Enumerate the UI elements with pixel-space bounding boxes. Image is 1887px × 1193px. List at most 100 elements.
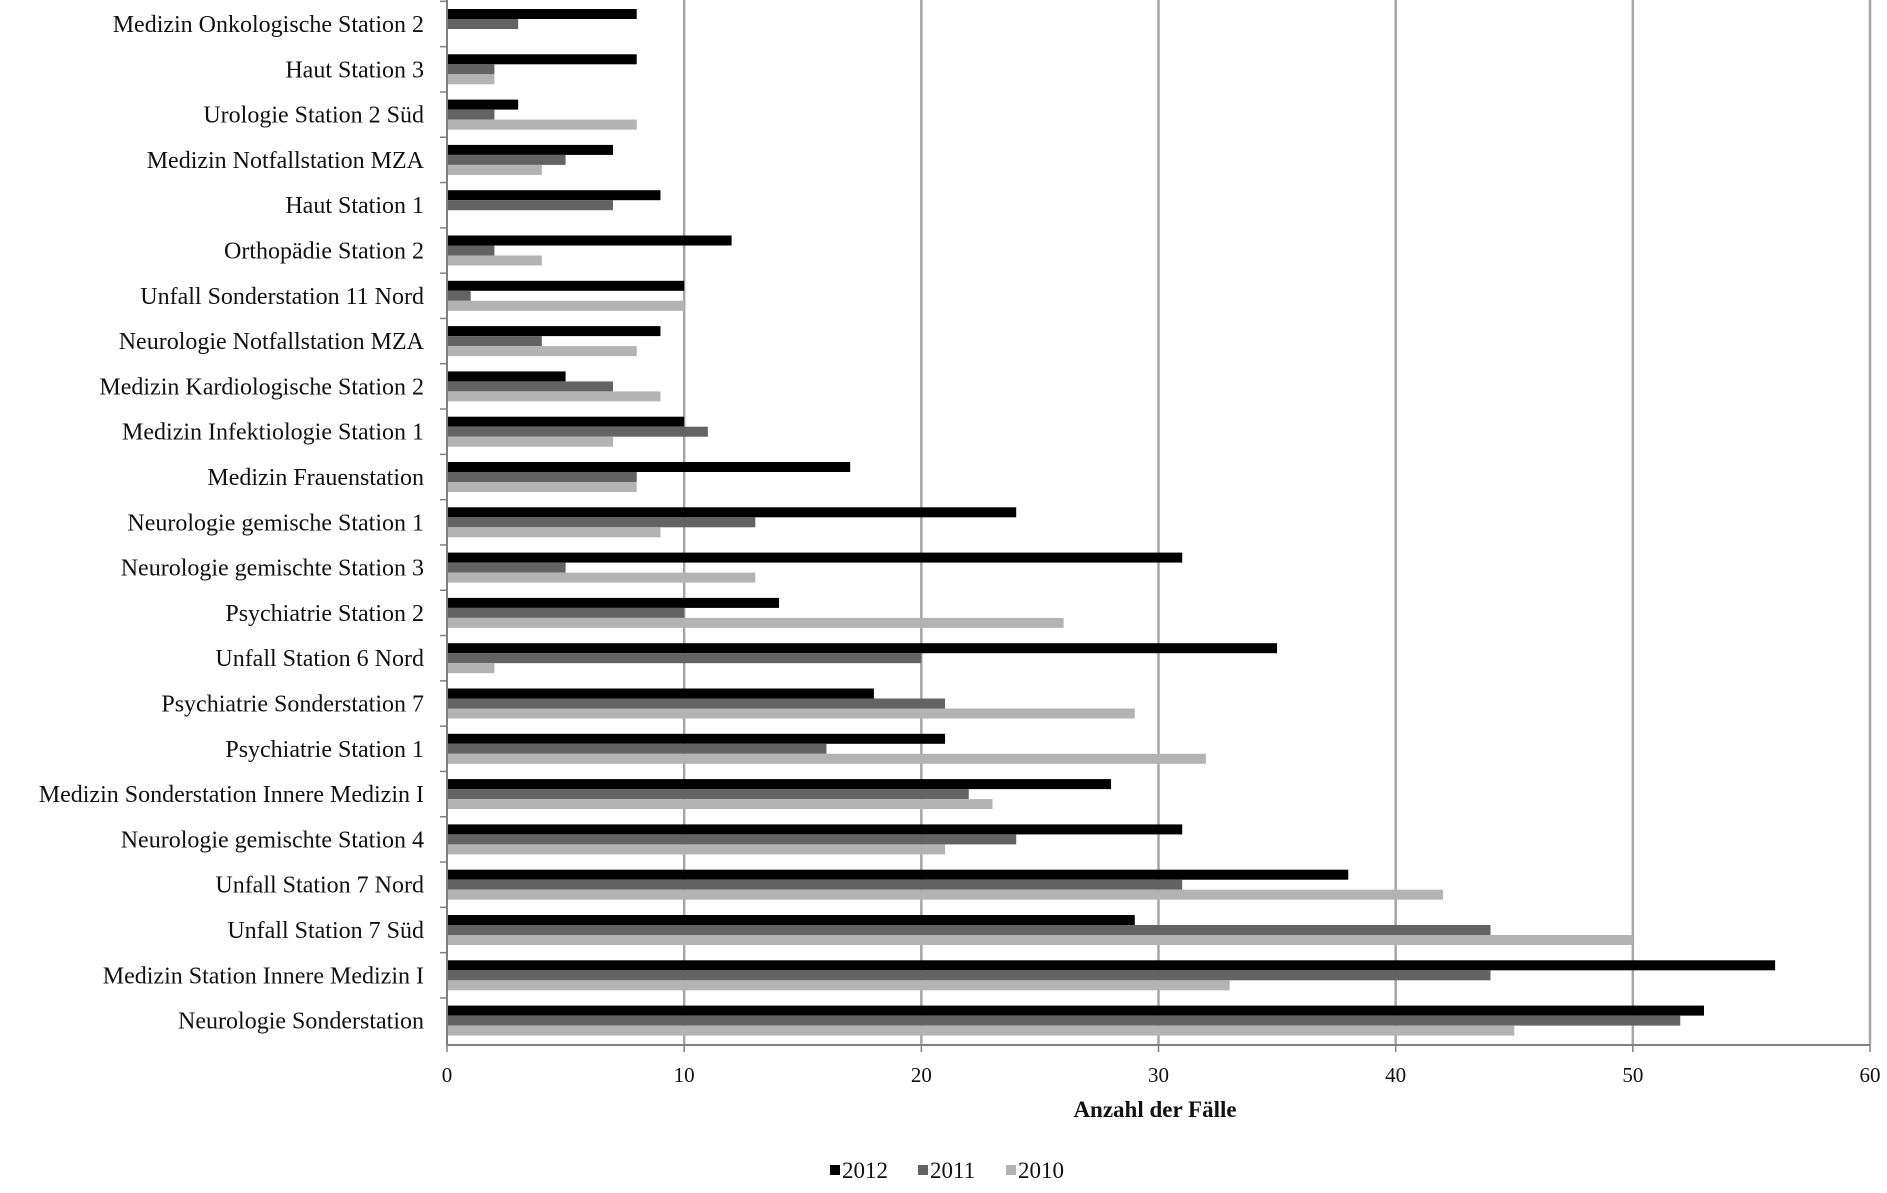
- legend-swatch-2010: [1006, 1165, 1016, 1175]
- bar-2010: [447, 889, 1444, 900]
- x-tick-label: 10: [674, 1063, 695, 1087]
- bar-2010: [447, 1025, 1515, 1036]
- bar-2010: [447, 164, 542, 175]
- bar-2012: [447, 915, 1135, 925]
- bar-2011: [447, 426, 708, 437]
- legend-swatch-2011: [918, 1165, 928, 1175]
- axes: [440, 0, 1871, 1052]
- bar-2010: [447, 436, 614, 447]
- bar-2010: [447, 708, 1135, 719]
- bar-2010: [447, 663, 495, 674]
- bar-2012: [447, 190, 661, 201]
- bar-2012: [447, 54, 637, 65]
- category-label: Neurologie gemischte Station 3: [121, 556, 424, 582]
- bar-2011: [447, 336, 542, 347]
- bar-2011: [447, 789, 969, 800]
- bar-2012: [447, 960, 1776, 971]
- category-label: Psychiatrie Station 1: [225, 737, 424, 763]
- x-tick-label: 0: [442, 1063, 453, 1087]
- category-label: Psychiatrie Sonderstation 7: [161, 692, 424, 718]
- bar-2012: [447, 688, 874, 699]
- category-label: Medizin Sonderstation Innere Medizin I: [39, 782, 424, 808]
- category-label: Unfall Sonderstation 11 Nord: [140, 284, 424, 310]
- bar-2010: [447, 527, 661, 538]
- bar-2011: [447, 64, 495, 75]
- bar-2012: [447, 733, 946, 744]
- category-label: Psychiatrie Station 2: [225, 601, 424, 627]
- category-labels: Medizin Onkologische Station 2 Haut Stati…: [39, 12, 425, 1035]
- category-label: Medizin Kardiologische Station 2: [99, 374, 424, 400]
- bar-2011: [447, 925, 1491, 935]
- category-label: Orthopädie Station 2: [224, 239, 424, 265]
- x-tick-label: 30: [1148, 1063, 1169, 1087]
- x-tick-label: 20: [911, 1063, 932, 1087]
- bar-2011: [447, 743, 827, 754]
- bar-2011: [447, 154, 566, 165]
- category-label: Medizin Frauenstation: [207, 465, 424, 491]
- category-label: Unfall Station 7 Nord: [215, 873, 424, 899]
- bar-2012: [447, 416, 685, 427]
- bar-2012: [447, 643, 1278, 654]
- bar-2012: [447, 99, 519, 110]
- bar-2012: [447, 507, 1017, 518]
- bar-2012: [447, 144, 614, 155]
- bar-2012: [447, 869, 1349, 880]
- x-tick-label: 50: [1622, 1063, 1643, 1087]
- bar-2010: [447, 74, 495, 85]
- category-label: Unfall Station 7 Süd: [227, 918, 424, 944]
- bar-2012: [447, 462, 851, 472]
- bar-2012: [447, 779, 1112, 790]
- category-label: Neurologie Notfallstation MZA: [119, 329, 425, 355]
- bar-2010: [447, 255, 542, 266]
- bar-2012: [447, 552, 1183, 563]
- category-label: Medizin Station Innere Medizin I: [103, 963, 424, 989]
- bar-2010: [447, 119, 637, 130]
- bar-2011: [447, 879, 1183, 890]
- bar-2010: [447, 753, 1206, 764]
- category-label: Neurologie gemische Station 1: [127, 510, 424, 536]
- bar-2011: [447, 698, 946, 709]
- bar-2010: [447, 980, 1230, 991]
- bar-2011: [447, 517, 756, 528]
- bar-2011: [447, 472, 637, 482]
- category-label: Unfall Station 6 Nord: [215, 646, 424, 672]
- bar-2010: [447, 935, 1633, 945]
- bar-2011: [447, 381, 614, 392]
- bar-2012: [447, 235, 732, 246]
- bar-2011: [447, 653, 922, 664]
- x-tick-label: 40: [1385, 1063, 1406, 1087]
- category-label: Neurologie gemischte Station 4: [121, 827, 424, 853]
- bar-2011: [447, 562, 566, 573]
- category-label: Neurologie Sonderstation: [178, 1009, 424, 1035]
- bar-2011: [447, 607, 685, 618]
- bar-2010: [447, 300, 685, 311]
- bar-2011: [447, 834, 1017, 845]
- bar-2011: [447, 970, 1491, 981]
- bar-2010: [447, 346, 637, 357]
- category-label: Medizin Infektiologie Station 1: [122, 420, 424, 446]
- bar-2011: [447, 290, 471, 301]
- legend: 2012 2011 2010: [830, 1158, 1064, 1183]
- bar-2012: [447, 1005, 1704, 1016]
- bar-2010: [447, 391, 661, 402]
- legend-label: 2010: [1018, 1158, 1064, 1183]
- bar-2010: [447, 799, 993, 810]
- bar-2010: [447, 572, 756, 583]
- bar-2012: [447, 371, 566, 382]
- bar-2011: [447, 109, 495, 120]
- x-tick-labels: 0 10 20 30 40 50 60: [442, 1063, 1881, 1087]
- legend-swatch-2012: [830, 1165, 840, 1175]
- x-tick-label: 60: [1860, 1063, 1881, 1087]
- bar-2011: [447, 19, 519, 29]
- category-label: Medizin Onkologische Station 2: [113, 12, 424, 38]
- bar-2011: [447, 245, 495, 256]
- legend-label: 2012: [842, 1158, 888, 1183]
- bar-2012: [447, 326, 661, 337]
- bar-2012: [447, 280, 685, 291]
- bar-2012: [447, 824, 1183, 835]
- bar-2012: [447, 9, 637, 19]
- bar-2010: [447, 482, 637, 492]
- bar-2011: [447, 1015, 1681, 1026]
